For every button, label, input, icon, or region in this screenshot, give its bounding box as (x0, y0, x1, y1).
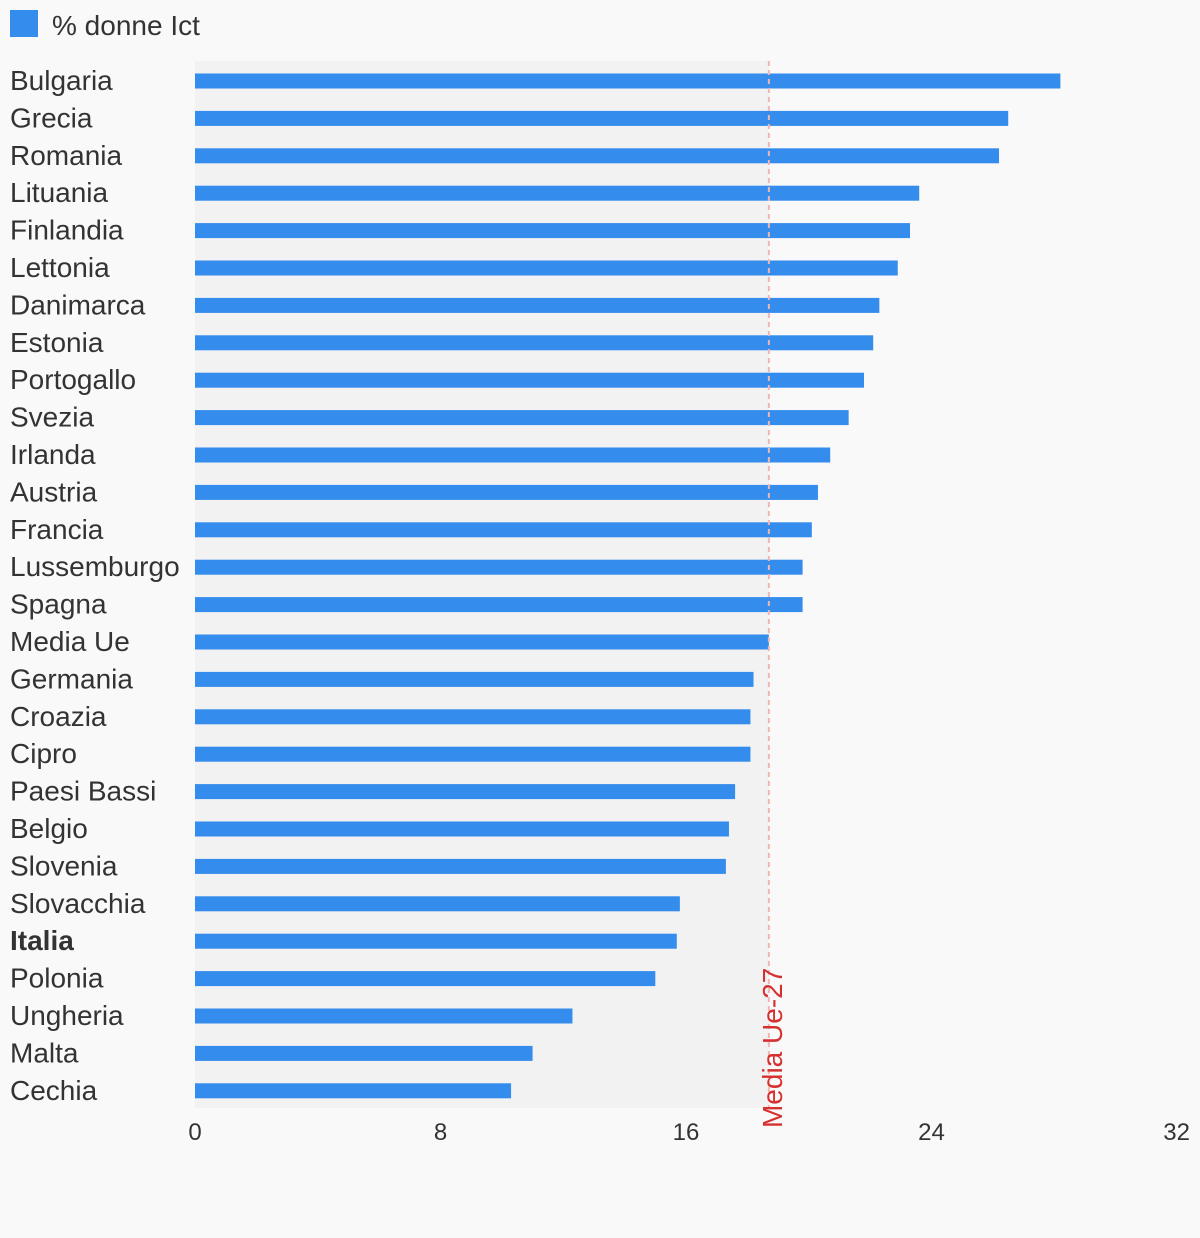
legend-label: % donne Ict (52, 10, 200, 41)
bar (195, 858, 726, 874)
bar (195, 484, 818, 500)
legend-swatch (10, 10, 38, 37)
bar (195, 447, 831, 463)
bar (195, 1008, 573, 1024)
bar (195, 746, 751, 762)
category-label: Svezia (10, 402, 94, 433)
bar (195, 110, 1009, 126)
x-tick-label: 8 (434, 1119, 447, 1146)
category-label: Finlandia (10, 215, 124, 246)
x-tick-label: 0 (188, 1119, 201, 1146)
category-label: Austria (10, 476, 98, 507)
bar (195, 260, 898, 276)
bar (195, 148, 1000, 164)
category-label: Lettonia (10, 252, 110, 283)
bar (195, 597, 803, 613)
bar (195, 671, 754, 687)
category-label: Irlanda (10, 439, 96, 470)
x-tick-label: 32 (1163, 1119, 1190, 1146)
category-label: Estonia (10, 327, 104, 358)
bar (195, 297, 880, 313)
category-label: Paesi Bassi (10, 776, 156, 807)
bar (195, 73, 1061, 89)
category-label: Portogallo (10, 364, 136, 395)
category-label: Media Ue (10, 626, 130, 657)
bar (195, 971, 656, 987)
category-label: Belgio (10, 813, 88, 844)
category-label: Cechia (10, 1075, 98, 1106)
bar (195, 896, 680, 912)
category-label: Slovacchia (10, 888, 146, 919)
category-label: Lituania (10, 177, 109, 208)
category-label: Francia (10, 514, 104, 545)
category-label: Bulgaria (10, 65, 113, 96)
bar (195, 1045, 533, 1061)
reference-shaded-area (195, 61, 769, 1108)
category-label: Ungheria (10, 1000, 124, 1031)
category-label: Slovenia (10, 850, 118, 881)
bar (195, 933, 677, 949)
bar (195, 410, 849, 426)
bar (195, 223, 911, 239)
bar (195, 634, 769, 650)
bar (195, 372, 864, 388)
bar (195, 522, 812, 538)
x-tick-label: 16 (673, 1119, 700, 1146)
category-label: Grecia (10, 102, 93, 133)
category-label: Romania (10, 140, 122, 171)
category-label: Spagna (10, 589, 107, 620)
x-tick-label: 24 (918, 1119, 945, 1146)
category-label: Danimarca (10, 289, 146, 320)
category-label: Croazia (10, 701, 107, 732)
category-label: Malta (10, 1037, 79, 1068)
category-label: Cipro (10, 738, 77, 769)
bar (195, 185, 920, 201)
bar (195, 335, 874, 351)
bar (195, 821, 729, 837)
category-label: Germania (10, 663, 133, 694)
bar (195, 559, 803, 575)
bar (195, 1083, 512, 1099)
category-label: Polonia (10, 963, 104, 994)
category-label: Lussemburgo (10, 551, 180, 582)
bar (195, 709, 751, 725)
category-label: Italia (10, 925, 74, 956)
bar (195, 784, 736, 800)
reference-line-label: Media Ue-27 (757, 968, 788, 1128)
